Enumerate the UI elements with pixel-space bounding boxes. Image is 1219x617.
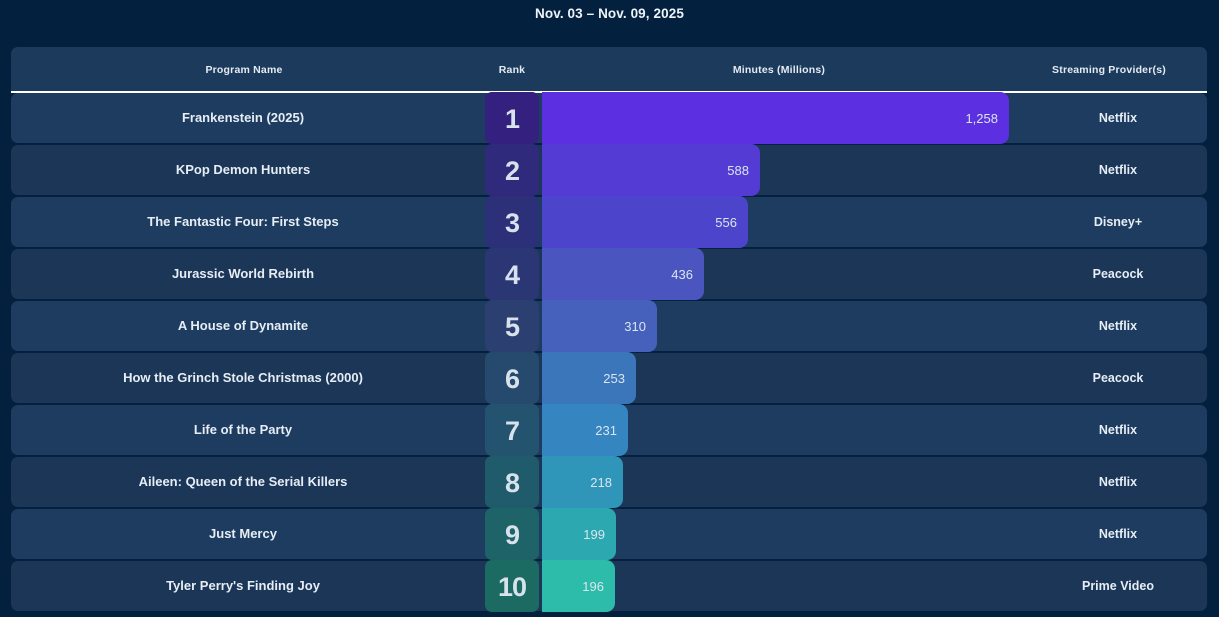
column-header-rank: Rank	[498, 64, 526, 76]
minutes-value: 310	[624, 319, 646, 334]
minutes-value: 588	[727, 163, 749, 178]
minutes-bar: 196	[542, 560, 615, 612]
cell-streaming-provider: Netflix	[1098, 319, 1138, 333]
cell-program-name: Tyler Perry's Finding Joy	[166, 578, 320, 593]
cell-program-name: Frankenstein (2025)	[181, 110, 305, 125]
minutes-value: 218	[590, 475, 612, 490]
minutes-value: 231	[595, 423, 617, 438]
rank-badge: 4	[485, 248, 539, 300]
table-row[interactable]: A House of Dynamite 5 310 Netflix	[11, 300, 1207, 352]
rank-badge: 9	[485, 508, 539, 560]
table-body: Frankenstein (2025) 1 1,258 Netflix KPop Dem…	[11, 92, 1207, 617]
table-row[interactable]: Jurassic World Rebirth 4 436 Peacock	[11, 248, 1207, 300]
minutes-bar: 231	[542, 404, 628, 456]
rank-badge: 2	[485, 144, 539, 196]
cell-streaming-provider: Peacock	[1092, 267, 1144, 281]
cell-program-name: A House of Dynamite	[177, 318, 309, 333]
minutes-bar: 588	[542, 144, 760, 196]
cell-program-name: The Fantastic Four: First Steps	[147, 214, 339, 229]
minutes-value: 199	[583, 527, 605, 542]
column-header-program-name: Program Name	[205, 64, 283, 76]
cell-program-name: KPop Demon Hunters	[175, 162, 311, 177]
table-row[interactable]: Just Mercy 9 199 Netflix	[11, 508, 1207, 560]
cell-program-name: How the Grinch Stole Christmas (2000)	[123, 370, 363, 385]
rank-badge: 1	[485, 92, 539, 144]
table-row[interactable]: Tyler Perry's Finding Joy 10 196 Prime Vide…	[11, 560, 1207, 612]
rank-badge: 7	[485, 404, 539, 456]
cell-streaming-provider: Netflix	[1098, 475, 1138, 489]
cell-streaming-provider: Netflix	[1098, 163, 1138, 177]
minutes-value: 196	[582, 579, 604, 594]
table-header-row: Program Name Rank Minutes (Millions) Str…	[11, 47, 1207, 91]
column-header-minutes: Minutes (Millions)	[732, 64, 826, 76]
table-row[interactable]: Life of the Party 7 231 Netflix	[11, 404, 1207, 456]
table-row[interactable]: KPop Demon Hunters 2 588 Netflix	[11, 144, 1207, 196]
rank-badge: 10	[485, 560, 539, 612]
cell-program-name: Jurassic World Rebirth	[171, 266, 315, 281]
minutes-bar: 1,258	[542, 92, 1009, 144]
minutes-value: 436	[671, 267, 693, 282]
cell-streaming-provider: Netflix	[1098, 111, 1138, 125]
minutes-bar: 310	[542, 300, 657, 352]
column-header-streaming-provider: Streaming Provider(s)	[1052, 64, 1166, 76]
rank-badge: 5	[485, 300, 539, 352]
cell-streaming-provider: Peacock	[1092, 371, 1144, 385]
cell-program-name: Life of the Party	[193, 422, 293, 437]
cell-program-name: Just Mercy	[209, 526, 277, 541]
minutes-bar: 253	[542, 352, 636, 404]
page-title: Nov. 03 – Nov. 09, 2025	[535, 6, 684, 21]
cell-program-name: Aileen: Queen of the Serial Killers	[138, 474, 348, 489]
table-row[interactable]: How the Grinch Stole Christmas (2000) 6 25…	[11, 352, 1207, 404]
rankings-table: Program Name Rank Minutes (Millions) Str…	[11, 47, 1207, 91]
cell-streaming-provider: Prime Video	[1081, 579, 1155, 593]
minutes-bar: 199	[542, 508, 616, 560]
minutes-value: 253	[603, 371, 625, 386]
minutes-bar: 556	[542, 196, 748, 248]
minutes-bar: 218	[542, 456, 623, 508]
minutes-value: 556	[715, 215, 737, 230]
rank-badge: 8	[485, 456, 539, 508]
table-row[interactable]: Frankenstein (2025) 1 1,258 Netflix	[11, 92, 1207, 144]
rank-badge: 6	[485, 352, 539, 404]
minutes-bar: 436	[542, 248, 704, 300]
table-row[interactable]: The Fantastic Four: First Steps 3 556 Disne…	[11, 196, 1207, 248]
table-row[interactable]: Aileen: Queen of the Serial Killers 8 218 N…	[11, 456, 1207, 508]
rank-badge: 3	[485, 196, 539, 248]
cell-streaming-provider: Netflix	[1098, 423, 1138, 437]
minutes-value: 1,258	[965, 111, 998, 126]
cell-streaming-provider: Netflix	[1098, 527, 1138, 541]
cell-streaming-provider: Disney+	[1093, 215, 1143, 229]
